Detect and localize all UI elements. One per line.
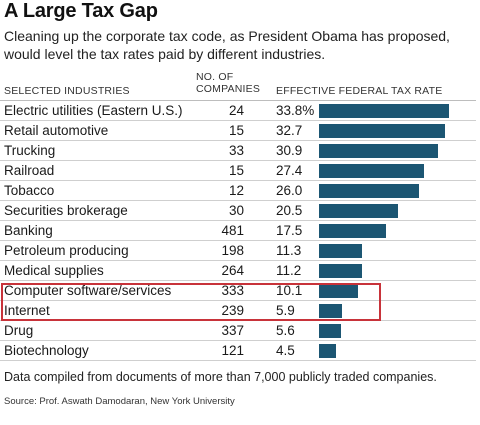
- tax-rate-bar: [319, 184, 419, 198]
- row-divider: [0, 180, 476, 181]
- header-industries: SELECTED INDUSTRIES: [4, 85, 130, 97]
- industry-label: Computer software/services: [4, 283, 172, 298]
- company-count: 24: [228, 103, 244, 118]
- industry-label: Petroleum producing: [4, 243, 129, 258]
- tax-rate-bar: [319, 284, 358, 298]
- company-count: 33: [228, 143, 244, 158]
- table-row: Medical supplies 264 11.2: [0, 261, 476, 281]
- table-row: Tobacco 12 26.0: [0, 181, 476, 201]
- tax-rate-label: 27.4: [276, 163, 303, 178]
- industry-label: Trucking: [4, 143, 56, 158]
- tax-rate-label: 32.7: [276, 123, 303, 138]
- table-row: Securities brokerage 30 20.5: [0, 201, 476, 221]
- company-count: 264: [221, 263, 244, 278]
- tax-rate-bar: [319, 104, 449, 118]
- industry-label: Railroad: [4, 163, 55, 178]
- table-row: Trucking 33 30.9: [0, 141, 476, 161]
- tax-rate-label: 30.9: [276, 143, 303, 158]
- industry-label: Banking: [4, 223, 53, 238]
- table-row: Petroleum producing 198 11.3: [0, 241, 476, 261]
- row-divider: [0, 140, 476, 141]
- row-divider: [0, 300, 476, 301]
- header-tax-rate: EFFECTIVE FEDERAL TAX RATE: [276, 85, 443, 97]
- company-count: 121: [221, 343, 244, 358]
- tax-rate-bar: [319, 164, 424, 178]
- tax-rate-bar: [319, 124, 445, 138]
- tax-rate-bar: [319, 304, 342, 318]
- header-companies-line1: NO. OF: [196, 71, 234, 83]
- table-row: Drug 337 5.6: [0, 321, 476, 341]
- row-divider: [0, 160, 476, 161]
- company-count: 15: [228, 123, 244, 138]
- company-count: 198: [221, 243, 244, 258]
- row-divider: [0, 280, 476, 281]
- table-row: Biotechnology 121 4.5: [0, 341, 476, 361]
- tax-rate-label: 5.9: [276, 303, 295, 318]
- tax-rate-label: 26.0: [276, 183, 303, 198]
- tax-rate-bar: [319, 224, 386, 238]
- company-count: 337: [221, 323, 244, 338]
- industry-label: Electric utilities (Eastern U.S.): [4, 103, 183, 118]
- industry-label: Drug: [4, 323, 34, 338]
- tax-rate-label: 20.5: [276, 203, 303, 218]
- industry-label: Tobacco: [4, 183, 55, 198]
- row-divider: [0, 200, 476, 201]
- header-companies: NO. OF COMPANIES: [196, 71, 260, 95]
- tax-rate-bar: [319, 244, 362, 258]
- tax-rate-bar: [319, 204, 398, 218]
- tax-rate-label: 4.5: [276, 343, 295, 358]
- tax-rate-bar: [319, 344, 336, 358]
- source-note: Source: Prof. Aswath Damodaran, New York…: [4, 396, 235, 407]
- table-row: Computer software/services 333 10.1: [0, 281, 476, 301]
- tax-rate-label: 33.8%: [276, 103, 315, 118]
- table-row: Railroad 15 27.4: [0, 161, 476, 181]
- chart-title: A Large Tax Gap: [4, 0, 158, 22]
- company-count: 15: [228, 163, 244, 178]
- tax-rate-label: 11.2: [276, 263, 302, 278]
- industry-label: Biotechnology: [4, 343, 89, 358]
- industry-label: Retail automotive: [4, 123, 109, 138]
- header-companies-line2: COMPANIES: [196, 83, 261, 95]
- company-count: 333: [221, 283, 244, 298]
- tax-rate-bar: [319, 144, 438, 158]
- header-rule: [0, 100, 476, 101]
- company-count: 12: [228, 183, 244, 198]
- highlight-box: [1, 283, 381, 321]
- tax-rate-label: 10.1: [276, 283, 303, 298]
- company-count: 239: [221, 303, 244, 318]
- row-divider: [0, 220, 476, 221]
- tax-rate-bar: [319, 324, 341, 338]
- row-divider: [0, 120, 476, 121]
- row-divider: [0, 340, 476, 341]
- footnote: Data compiled from documents of more tha…: [4, 370, 437, 384]
- tax-rate-label: 17.5: [276, 223, 303, 238]
- industry-label: Internet: [4, 303, 50, 318]
- row-divider: [0, 260, 476, 261]
- tax-rate-label: 5.6: [276, 323, 295, 338]
- tax-rate-label: 11.3: [276, 243, 302, 258]
- tax-rate-bar: [319, 264, 362, 278]
- chart-subtitle: Cleaning up the corporate tax code, as P…: [4, 28, 450, 62]
- industry-label: Medical supplies: [4, 263, 104, 278]
- company-count: 30: [228, 203, 244, 218]
- company-count: 481: [221, 223, 244, 238]
- table-row: Banking 481 17.5: [0, 221, 476, 241]
- row-divider: [0, 360, 476, 361]
- row-divider: [0, 240, 476, 241]
- table-row: Electric utilities (Eastern U.S.) 24 33.8%: [0, 101, 476, 121]
- industry-label: Securities brokerage: [4, 203, 128, 218]
- table-row: Retail automotive 15 32.7: [0, 121, 476, 141]
